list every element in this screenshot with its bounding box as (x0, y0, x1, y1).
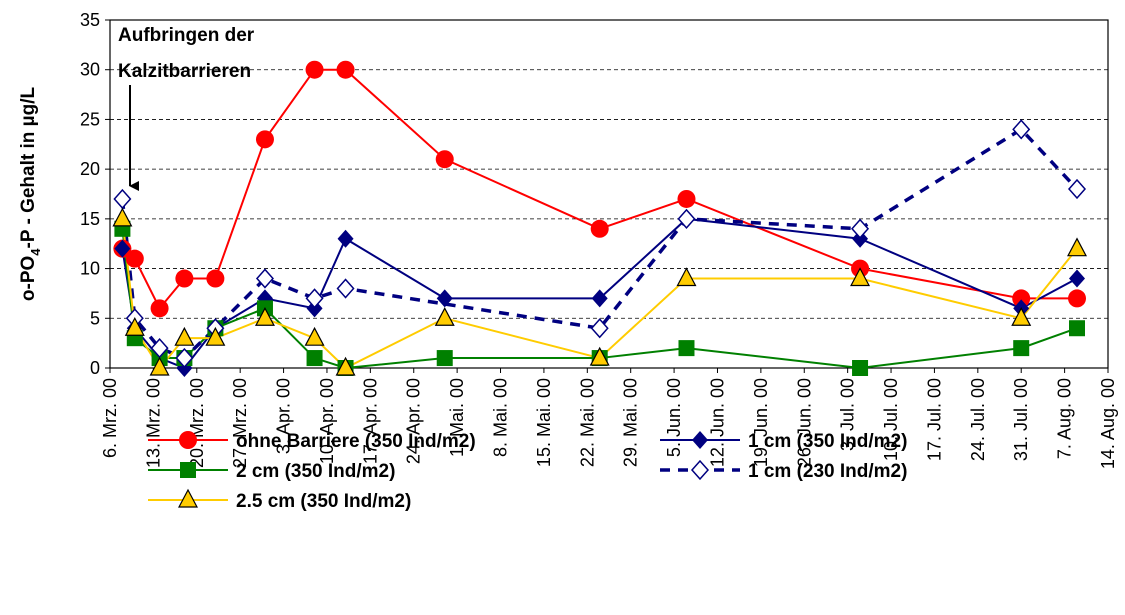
legend-marker (180, 462, 196, 478)
marker (124, 316, 145, 336)
marker (113, 188, 132, 210)
marker (1012, 119, 1031, 140)
marker (852, 360, 869, 376)
marker (306, 350, 323, 367)
legend-item: 1 cm (230 Ind/m2) (660, 459, 907, 482)
y-tick-label: 5 (90, 308, 100, 328)
y-tick-label: 25 (80, 109, 100, 129)
x-tick-label: 6. Mrz. 00 (100, 378, 120, 458)
legend-item: 2 cm (350 Ind/m2) (148, 461, 395, 482)
marker (1011, 307, 1032, 326)
y-tick-label: 0 (90, 358, 100, 378)
x-tick-label: 27. Mrz. 00 (230, 378, 250, 468)
marker (304, 326, 325, 346)
x-tick-label: 19. Jun. 00 (751, 378, 771, 467)
marker (175, 347, 194, 369)
marker (436, 350, 453, 367)
x-tick-label: 10. Apr. 00 (317, 378, 337, 464)
marker (1013, 340, 1030, 357)
marker (114, 239, 131, 258)
legend-marker (692, 431, 708, 449)
marker (112, 207, 133, 227)
plot-frame (109, 19, 1109, 369)
x-tick-label: 10. Jul. 00 (881, 378, 901, 461)
marker (851, 218, 870, 239)
marker (436, 289, 453, 308)
annotation: Aufbringen der (118, 25, 255, 46)
marker (175, 269, 194, 288)
x-tick-label: 22. Mai. 00 (577, 378, 597, 467)
marker (255, 130, 274, 149)
marker (254, 307, 275, 326)
x-tick-label: 5. Jun. 00 (664, 378, 684, 457)
legend-label: 1 cm (230 Ind/m2) (748, 461, 907, 482)
x-tick-label: 24. Apr. 00 (404, 378, 424, 464)
x-tick-label: 8. Mai. 00 (491, 378, 511, 457)
x-tick-label: 3. Apr. 00 (274, 378, 294, 454)
marker (150, 299, 169, 318)
legend-marker (690, 459, 710, 481)
marker (434, 307, 455, 326)
marker (205, 326, 226, 346)
legend-marker (178, 488, 198, 508)
marker (1012, 289, 1031, 308)
x-tick-label: 26. Jun. 00 (794, 378, 814, 467)
marker (1068, 289, 1087, 308)
y-tick-label: 15 (80, 209, 100, 229)
x-tick-label: 1. Mai. 00 (447, 378, 467, 457)
x-tick-label: 29. Mai. 00 (621, 378, 641, 467)
marker (335, 356, 356, 376)
legend-item: ohne Barriere (350 Ind/m2) (148, 431, 476, 452)
marker (1069, 269, 1086, 288)
marker (336, 60, 355, 79)
marker (337, 229, 354, 248)
marker (336, 278, 355, 299)
legend-item: 1 cm (350 Ind/m2) (660, 431, 907, 452)
marker (1067, 237, 1088, 257)
x-tick-label: 20. Mrz. 00 (187, 378, 207, 468)
x-tick-label: 14. Aug. 00 (1098, 378, 1118, 469)
legend-item: 2.5 cm (350 Ind/m2) (148, 488, 411, 512)
y-tick-label: 20 (80, 159, 100, 179)
x-tick-label: 7. Aug. 00 (1055, 378, 1075, 459)
marker (125, 249, 144, 268)
marker (1069, 320, 1086, 337)
legend-label: 1 cm (350 Ind/m2) (748, 431, 907, 452)
marker (850, 267, 871, 287)
y-tick-label: 10 (80, 259, 100, 279)
x-tick-label: 17. Jul. 00 (924, 378, 944, 461)
marker (435, 150, 454, 169)
y-axis-label: o-PO4-P - Gehalt in µg/L (18, 87, 43, 302)
x-tick-label: 12. Jun. 00 (707, 378, 727, 467)
x-tick-label: 13. Mrz. 00 (143, 378, 163, 468)
marker (174, 326, 195, 346)
legend-label: 2 cm (350 Ind/m2) (236, 461, 395, 482)
marker (206, 269, 225, 288)
legend-marker (179, 431, 197, 449)
marker (591, 289, 608, 308)
marker (677, 208, 696, 229)
x-tick-label: 17. Apr. 00 (360, 378, 380, 464)
marker (678, 340, 695, 357)
y-tick-label: 35 (80, 10, 100, 30)
marker (677, 189, 696, 208)
marker (590, 219, 609, 238)
legend-label: 2.5 cm (350 Ind/m2) (236, 491, 411, 512)
x-tick-label: 24. Jul. 00 (968, 378, 988, 461)
marker (676, 267, 697, 287)
marker (149, 356, 170, 376)
marker (590, 318, 609, 339)
marker (589, 346, 610, 366)
x-tick-label: 15. Mai. 00 (534, 378, 554, 467)
annotation: Kalzitbarrieren (118, 61, 251, 82)
x-tick-label: 3. Jul. 00 (838, 378, 858, 451)
y-tick-label: 30 (80, 60, 100, 80)
x-tick-label: 31. Jul. 00 (1011, 378, 1031, 461)
legend-label: ohne Barriere (350 Ind/m2) (236, 431, 476, 452)
marker (305, 288, 324, 309)
marker (255, 268, 274, 289)
marker (1068, 178, 1087, 200)
marker (305, 60, 324, 79)
